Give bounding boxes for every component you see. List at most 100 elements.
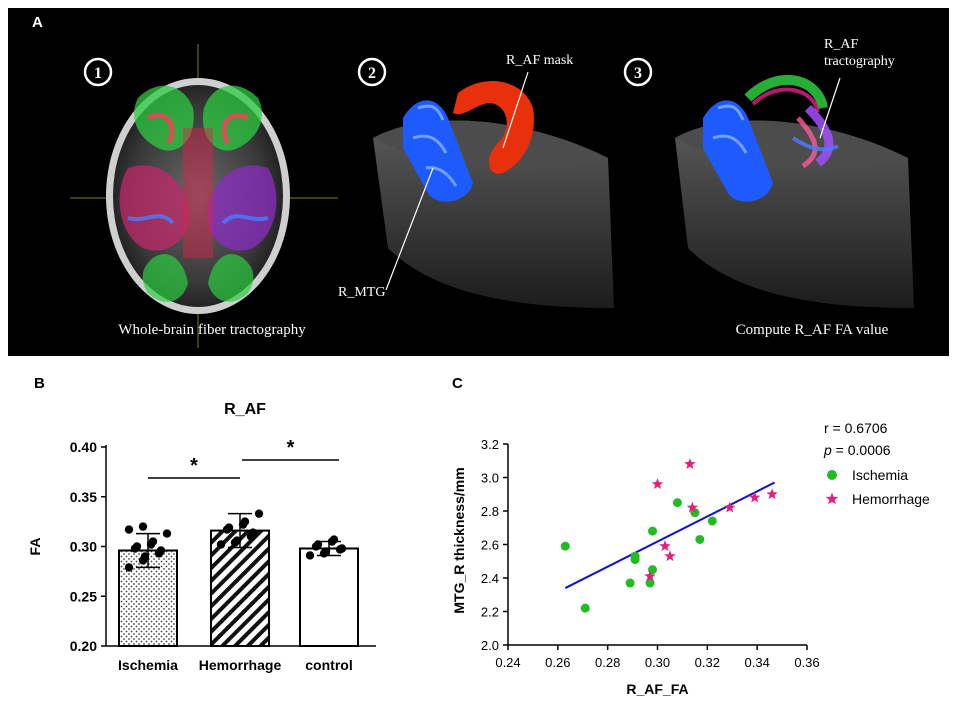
y-tick-label: 3.0	[481, 471, 499, 486]
data-point	[216, 540, 226, 549]
point-ischemia	[690, 508, 700, 518]
data-point	[305, 551, 315, 560]
point-hemorrhage	[664, 550, 676, 562]
caption-compute-fa: Compute R_AF FA value	[736, 322, 889, 338]
legend-marker-hemorrhage	[825, 492, 839, 505]
point-ischemia	[630, 555, 640, 565]
p-rest: = 0.0006	[832, 442, 891, 458]
data-point	[124, 563, 134, 572]
point-hemorrhage	[684, 458, 696, 469]
data-point	[140, 552, 150, 561]
chart-c-ylabel: MTG_R thickness/mm	[451, 467, 467, 613]
point-hemorrhage	[651, 478, 664, 490]
point-hemorrhage	[659, 540, 671, 552]
data-point	[148, 537, 158, 546]
y-tick-label: 0.30	[70, 539, 97, 555]
step-2-badge: 2	[357, 57, 387, 87]
x-tick-label: 0.36	[794, 655, 819, 670]
svg-text:3: 3	[634, 65, 642, 82]
point-ischemia	[707, 516, 717, 526]
data-point	[313, 540, 323, 549]
panel-a-label: A	[32, 14, 43, 31]
bar-control	[299, 547, 359, 647]
data-point	[138, 522, 148, 531]
point-ischemia	[695, 534, 705, 544]
chart-c-r-value: r = 0.6706	[824, 420, 888, 436]
point-ischemia	[648, 565, 658, 575]
label-af-mask: R_AF mask	[506, 53, 573, 68]
data-point	[240, 517, 250, 526]
y-tick-label: 3.2	[481, 437, 499, 452]
legend-marker-ischemia	[827, 470, 837, 480]
x-tick-label: 0.26	[545, 655, 570, 670]
data-point	[337, 544, 347, 553]
panel-b-label: B	[34, 375, 45, 392]
category-label: Ischemia	[118, 657, 178, 673]
data-point	[321, 547, 331, 556]
point-hemorrhage	[686, 501, 699, 513]
chart-c-xlabel: R_AF_FA	[626, 681, 688, 697]
y-tick-label: 2.0	[481, 638, 499, 653]
step-3-badge: 3	[623, 57, 653, 87]
y-tick-label: 0.20	[70, 638, 97, 654]
y-tick-label: 2.6	[481, 538, 499, 553]
chart-b-title: R_AF	[224, 401, 266, 418]
point-hemorrhage	[748, 491, 761, 503]
legend-label-ischemia: Ischemia	[852, 467, 908, 483]
data-point	[254, 509, 264, 518]
label-af-tract-line2: tractography	[824, 54, 895, 69]
data-point	[329, 535, 339, 544]
legend-label-hemorrhage: Hemorrhage	[852, 491, 930, 507]
data-point	[162, 529, 172, 538]
mtg-blue-region	[403, 100, 473, 202]
data-point	[232, 536, 242, 545]
category-label: control	[305, 657, 352, 673]
x-tick-label: 0.24	[495, 655, 520, 670]
p-symbol: p	[823, 442, 832, 458]
panel-c-label: C	[452, 375, 463, 392]
y-tick-label: 0.35	[70, 489, 97, 505]
x-tick-label: 0.32	[695, 655, 720, 670]
label-af-tract-line1: R_AF	[824, 37, 858, 52]
point-ischemia	[645, 578, 655, 588]
y-tick-label: 2.2	[481, 605, 499, 620]
significance-star: *	[190, 455, 198, 477]
point-ischemia	[580, 603, 590, 613]
svg-text:1: 1	[94, 65, 102, 82]
data-point	[156, 546, 166, 555]
point-ischemia	[560, 541, 570, 551]
x-tick-label: 0.28	[595, 655, 620, 670]
point-hemorrhage	[766, 488, 778, 500]
point-ischemia	[625, 578, 635, 588]
af-mask-red-region	[453, 81, 534, 174]
data-point	[224, 523, 234, 532]
data-point	[248, 528, 258, 537]
category-label: Hemorrhage	[199, 657, 282, 673]
point-ischemia	[648, 526, 658, 536]
point-ischemia	[630, 551, 640, 561]
caption-whole-brain: Whole-brain fiber tractography	[118, 322, 306, 338]
af-tractography-3d-image	[675, 75, 914, 308]
y-tick-label: 2.4	[481, 571, 499, 586]
axial-brain-image	[70, 44, 338, 348]
tractography-figure: 1 2 3 Whole-brain fiber tractography Com…	[8, 8, 949, 356]
chart-b-ylabel: FA	[27, 538, 43, 556]
step-1-badge: 1	[83, 57, 113, 87]
svg-text:2: 2	[368, 65, 376, 82]
x-tick-label: 0.34	[745, 655, 770, 670]
mtg-mask-3d-image	[373, 71, 614, 308]
label-mtg: R_MTG	[338, 285, 385, 300]
significance-star: *	[287, 437, 295, 459]
x-tick-label: 0.30	[645, 655, 670, 670]
bar-hemorrhage	[210, 529, 270, 648]
y-tick-label: 2.8	[481, 504, 499, 519]
y-tick-label: 0.25	[70, 588, 97, 604]
y-tick-label: 0.40	[70, 439, 97, 455]
point-ischemia	[672, 498, 682, 508]
data-point	[124, 525, 134, 534]
data-point	[132, 542, 142, 551]
regression-line	[564, 481, 776, 589]
point-hemorrhage	[724, 501, 736, 513]
point-hemorrhage	[644, 570, 656, 582]
chart-c-p-value: p = 0.0006	[823, 442, 891, 458]
